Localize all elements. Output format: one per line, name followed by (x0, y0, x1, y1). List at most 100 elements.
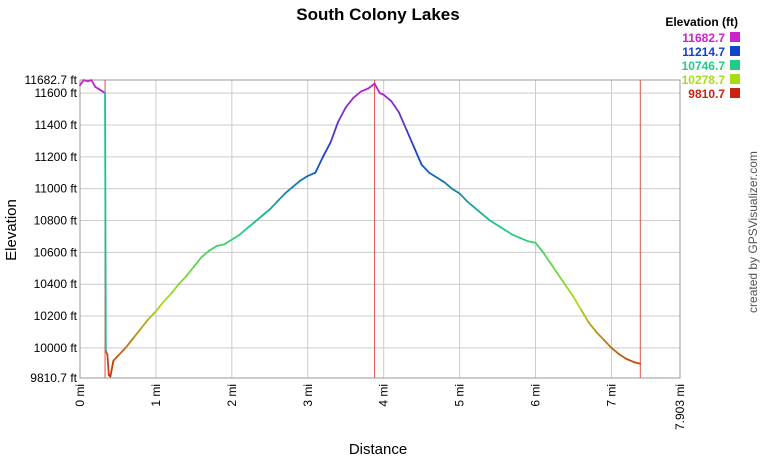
profile-segment (496, 224, 507, 231)
profile-segment (527, 240, 537, 244)
profile-segment (443, 181, 453, 190)
x-tick-label: 4 mi (377, 384, 391, 407)
profile-segment (382, 93, 393, 103)
profile-segment (504, 229, 514, 236)
profile-segment (549, 262, 560, 276)
profile-segment (268, 200, 279, 211)
profile-segment (185, 265, 195, 278)
profile-segment (557, 273, 567, 287)
legend-entry-label: 11682.7 (682, 31, 725, 45)
legend: Elevation (ft) 11682.711214.710746.71027… (665, 15, 740, 101)
profile-segment (299, 175, 309, 182)
profile-segment (329, 120, 340, 144)
profile-segment (458, 192, 469, 203)
profile-segment (511, 233, 522, 239)
profile-segment (215, 243, 226, 247)
y-tick-label: 11682.7 ft (25, 73, 78, 87)
profile-segment (147, 310, 157, 321)
profile-segment (466, 200, 476, 209)
legend-entry-label: 10278.7 (682, 73, 726, 87)
profile-segment (322, 141, 332, 158)
profile-segment (208, 245, 218, 252)
legend-swatch (730, 60, 740, 70)
profile-segment (390, 100, 400, 114)
x-axis-tick-labels: 0 mi 1 mi 2 mi 3 mi 4 mi 5 mi 6 mi 7 mi 7.903 mi (73, 384, 687, 430)
profile-segment (373, 82, 381, 95)
y-axis-label: Elevation (3, 199, 20, 261)
legend-swatch (730, 74, 740, 84)
profile-segment (109, 359, 115, 378)
x-tick-label: 2 mi (225, 384, 239, 407)
profile-segment (633, 361, 642, 365)
y-tick-label: 11400 ft (35, 118, 78, 132)
profile-segment (435, 176, 446, 184)
profile-segment (481, 213, 491, 222)
profile-segment (367, 82, 376, 90)
x-tick-label: 5 mi (453, 384, 467, 407)
profile-segment (314, 155, 324, 174)
profile-segment (246, 221, 256, 230)
x-tick-label: 3 mi (301, 384, 315, 407)
x-tick-label: 0 mi (73, 384, 87, 407)
profile-segment (420, 163, 431, 174)
profile-segment (428, 171, 438, 179)
profile-segment (170, 283, 180, 295)
profile-segment (139, 318, 150, 330)
y-tick-label: 10800 ft (34, 214, 78, 228)
legend-swatch (730, 46, 740, 56)
profile-segment (564, 284, 575, 298)
plot-area-frame (79, 79, 681, 379)
x-axis-label: Distance (349, 441, 407, 458)
profile-segment (542, 251, 552, 265)
profile-segment (473, 206, 484, 216)
profile-segment (162, 292, 173, 303)
profile-segment (238, 227, 248, 236)
profile-segment (580, 308, 590, 324)
profile-segment (200, 249, 210, 259)
profile-segment (276, 192, 286, 203)
legend-swatch (730, 88, 740, 98)
profile-segment (192, 256, 203, 268)
y-tick-label: 11600 ft (35, 86, 78, 100)
y-tick-label: 10200 ft (34, 309, 78, 323)
y-tick-label: 10000 ft (34, 341, 78, 355)
x-tick-label: 1 mi (149, 384, 163, 407)
profile-segment (572, 296, 582, 311)
profile-segment (306, 171, 317, 177)
profile-segment (177, 275, 188, 286)
profile-segment (352, 90, 362, 99)
profile-segment (291, 179, 302, 188)
y-tick-label: 10600 ft (34, 245, 78, 259)
profile-segment (413, 146, 423, 166)
profile-segment (261, 208, 271, 217)
legend-title: Elevation (ft) (665, 15, 738, 29)
chart-title: South Colony Lakes (296, 5, 459, 24)
profile-segment (117, 346, 127, 357)
profile-segment (595, 331, 605, 341)
profile-segment (132, 327, 142, 340)
profile-segment (79, 79, 85, 87)
x-tick-label: 6 mi (529, 384, 543, 407)
x-tick-label: 7.903 mi (673, 384, 687, 430)
y-tick-label: 11200 ft (35, 150, 78, 164)
profile-segment (618, 353, 628, 360)
legend-entry-label: 10746.7 (682, 59, 726, 73)
profile-segment (587, 321, 598, 333)
legend-swatch (730, 32, 740, 42)
elevation-profile-line (79, 79, 642, 378)
profile-segment (405, 128, 415, 149)
profile-segment (230, 233, 241, 241)
y-tick-label: 10400 ft (34, 277, 78, 291)
profile-segment (337, 106, 347, 123)
profile-segment (602, 339, 613, 349)
credit-text: created by GPSVisualizer.com (746, 151, 760, 313)
profile-segment (124, 337, 135, 349)
profile-segment (344, 97, 355, 109)
y-tick-label: 9810.7 ft (30, 371, 77, 385)
y-tick-label: 11000 ft (35, 182, 78, 196)
profile-segment (104, 92, 107, 352)
profile-segment (625, 358, 636, 364)
profile-segment (451, 187, 461, 195)
